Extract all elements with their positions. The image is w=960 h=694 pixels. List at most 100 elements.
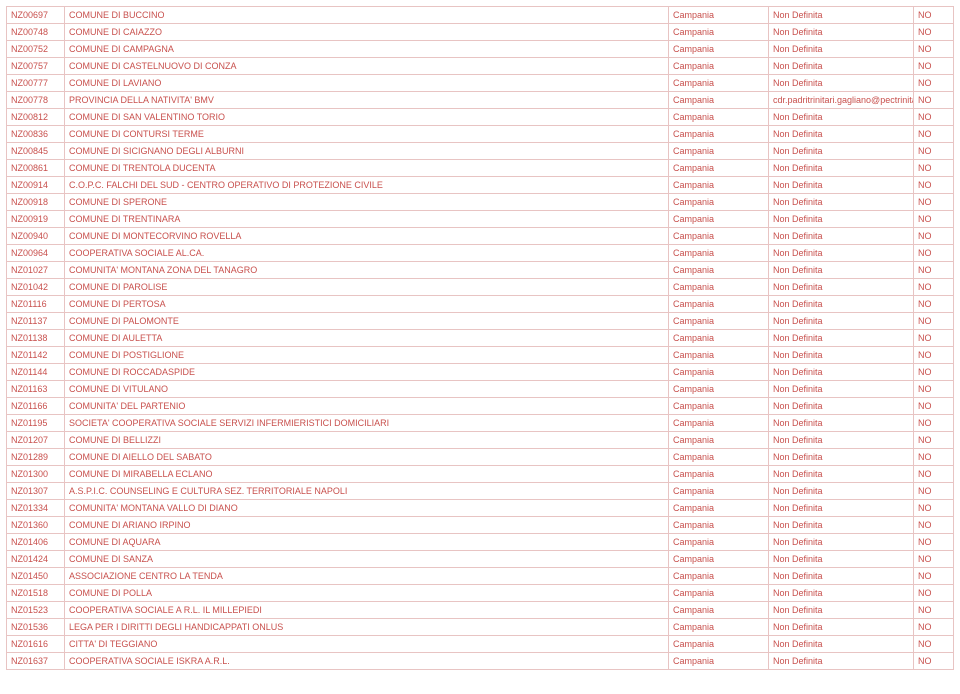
- cell-flag: NO: [914, 500, 954, 517]
- table-row: NZ01334COMUNITA' MONTANA VALLO DI DIANOC…: [7, 500, 954, 517]
- cell-flag: NO: [914, 279, 954, 296]
- cell-status: Non Definita: [769, 160, 914, 177]
- cell-status: Non Definita: [769, 415, 914, 432]
- cell-region: Campania: [669, 398, 769, 415]
- cell-status: Non Definita: [769, 636, 914, 653]
- cell-flag: NO: [914, 228, 954, 245]
- cell-status: Non Definita: [769, 500, 914, 517]
- cell-region: Campania: [669, 500, 769, 517]
- cell-name: COMUNE DI BUCCINO: [65, 7, 669, 24]
- cell-code: NZ01116: [7, 296, 65, 313]
- cell-region: Campania: [669, 415, 769, 432]
- cell-region: Campania: [669, 160, 769, 177]
- cell-region: Campania: [669, 347, 769, 364]
- table-row: NZ00919COMUNE DI TRENTINARACampaniaNon D…: [7, 211, 954, 228]
- cell-name: A.S.P.I.C. COUNSELING E CULTURA SEZ. TER…: [65, 483, 669, 500]
- cell-status: Non Definita: [769, 109, 914, 126]
- cell-code: NZ01536: [7, 619, 65, 636]
- cell-name: COMUNE DI CAIAZZO: [65, 24, 669, 41]
- table-row: NZ00964COOPERATIVA SOCIALE AL.CA.Campani…: [7, 245, 954, 262]
- cell-flag: NO: [914, 585, 954, 602]
- cell-flag: NO: [914, 381, 954, 398]
- cell-code: NZ01144: [7, 364, 65, 381]
- cell-region: Campania: [669, 245, 769, 262]
- cell-name: COMUNITA' MONTANA ZONA DEL TANAGRO: [65, 262, 669, 279]
- cell-name: COMUNITA' MONTANA VALLO DI DIANO: [65, 500, 669, 517]
- cell-name: COMUNE DI SPERONE: [65, 194, 669, 211]
- cell-code: NZ01207: [7, 432, 65, 449]
- cell-region: Campania: [669, 211, 769, 228]
- cell-flag: NO: [914, 24, 954, 41]
- cell-flag: NO: [914, 619, 954, 636]
- cell-name: COMUNE DI POLLA: [65, 585, 669, 602]
- cell-region: Campania: [669, 7, 769, 24]
- table-row: NZ01166COMUNITA' DEL PARTENIOCampaniaNon…: [7, 398, 954, 415]
- cell-flag: NO: [914, 636, 954, 653]
- cell-code: NZ01406: [7, 534, 65, 551]
- table-row: NZ01289COMUNE DI AIELLO DEL SABATOCampan…: [7, 449, 954, 466]
- cell-flag: NO: [914, 75, 954, 92]
- cell-status: Non Definita: [769, 126, 914, 143]
- cell-flag: NO: [914, 415, 954, 432]
- cell-flag: NO: [914, 41, 954, 58]
- cell-name: COMUNE DI CAMPAGNA: [65, 41, 669, 58]
- cell-name: COOPERATIVA SOCIALE A R.L. IL MILLEPIEDI: [65, 602, 669, 619]
- cell-region: Campania: [669, 296, 769, 313]
- table-row: NZ00845COMUNE DI SICIGNANO DEGLI ALBURNI…: [7, 143, 954, 160]
- cell-flag: NO: [914, 160, 954, 177]
- table-row: NZ00777COMUNE DI LAVIANOCampaniaNon Defi…: [7, 75, 954, 92]
- table-row: NZ00812COMUNE DI SAN VALENTINO TORIOCamp…: [7, 109, 954, 126]
- cell-status: Non Definita: [769, 228, 914, 245]
- cell-flag: NO: [914, 551, 954, 568]
- cell-flag: NO: [914, 602, 954, 619]
- cell-region: Campania: [669, 602, 769, 619]
- cell-name: COMUNE DI AQUARA: [65, 534, 669, 551]
- table-row: NZ01116COMUNE DI PERTOSACampaniaNon Defi…: [7, 296, 954, 313]
- cell-region: Campania: [669, 194, 769, 211]
- cell-region: Campania: [669, 143, 769, 160]
- data-table: NZ00697COMUNE DI BUCCINOCampaniaNon Defi…: [6, 6, 954, 670]
- cell-region: Campania: [669, 109, 769, 126]
- cell-flag: NO: [914, 313, 954, 330]
- cell-region: Campania: [669, 449, 769, 466]
- cell-flag: NO: [914, 449, 954, 466]
- cell-status: Non Definita: [769, 41, 914, 58]
- cell-region: Campania: [669, 126, 769, 143]
- table-row: NZ00861COMUNE DI TRENTOLA DUCENTACampani…: [7, 160, 954, 177]
- cell-code: NZ01450: [7, 568, 65, 585]
- cell-code: NZ01616: [7, 636, 65, 653]
- cell-flag: NO: [914, 143, 954, 160]
- cell-name: LEGA PER I DIRITTI DEGLI HANDICAPPATI ON…: [65, 619, 669, 636]
- cell-code: NZ00778: [7, 92, 65, 109]
- cell-name: COMUNE DI PERTOSA: [65, 296, 669, 313]
- cell-region: Campania: [669, 262, 769, 279]
- table-row: NZ00940COMUNE DI MONTECORVINO ROVELLACam…: [7, 228, 954, 245]
- table-row: NZ01195SOCIETA' COOPERATIVA SOCIALE SERV…: [7, 415, 954, 432]
- cell-flag: NO: [914, 7, 954, 24]
- table-row: NZ00918COMUNE DI SPERONECampaniaNon Defi…: [7, 194, 954, 211]
- cell-code: NZ00861: [7, 160, 65, 177]
- cell-status: Non Definita: [769, 534, 914, 551]
- cell-status: Non Definita: [769, 568, 914, 585]
- cell-flag: NO: [914, 245, 954, 262]
- cell-status: Non Definita: [769, 143, 914, 160]
- table-row: NZ01616CITTA' DI TEGGIANOCampaniaNon Def…: [7, 636, 954, 653]
- cell-region: Campania: [669, 636, 769, 653]
- cell-status: Non Definita: [769, 7, 914, 24]
- cell-region: Campania: [669, 568, 769, 585]
- cell-flag: NO: [914, 466, 954, 483]
- cell-status: Non Definita: [769, 517, 914, 534]
- cell-code: NZ00777: [7, 75, 65, 92]
- table-row: NZ01042COMUNE DI PAROLISECampaniaNon Def…: [7, 279, 954, 296]
- table-row: NZ01027COMUNITA' MONTANA ZONA DEL TANAGR…: [7, 262, 954, 279]
- cell-status: Non Definita: [769, 619, 914, 636]
- cell-flag: NO: [914, 92, 954, 109]
- cell-status: Non Definita: [769, 364, 914, 381]
- cell-region: Campania: [669, 381, 769, 398]
- cell-status: Non Definita: [769, 398, 914, 415]
- cell-flag: NO: [914, 534, 954, 551]
- cell-flag: NO: [914, 211, 954, 228]
- cell-region: Campania: [669, 177, 769, 194]
- cell-code: NZ01360: [7, 517, 65, 534]
- cell-name: COMUNE DI CONTURSI TERME: [65, 126, 669, 143]
